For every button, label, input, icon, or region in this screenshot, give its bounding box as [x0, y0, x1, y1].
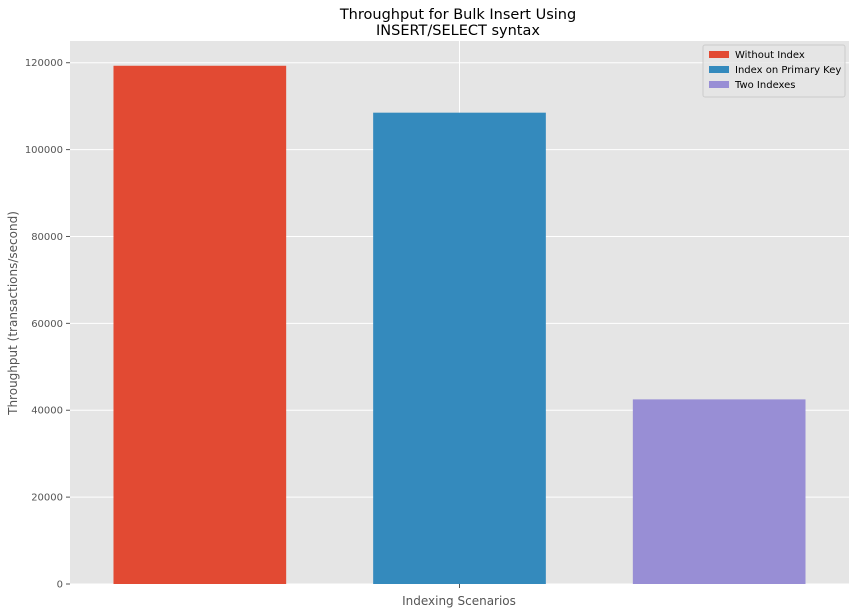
- legend-swatch: [709, 66, 729, 73]
- legend-label: Without Index: [735, 50, 805, 61]
- legend-label: Two Indexes: [734, 80, 796, 91]
- legend-box: [702, 44, 846, 98]
- legend-swatch: [709, 51, 729, 58]
- y-tick-label: 20000: [31, 493, 63, 504]
- legend: Without Index Index on Primary Key Two Ind…: [702, 44, 846, 98]
- y-tick-label: 100000: [25, 145, 63, 156]
- y-tick-label: 40000: [31, 406, 63, 417]
- y-tick-label: 80000: [31, 232, 63, 243]
- y-tick-label: 120000: [25, 58, 63, 69]
- y-tick-label: 60000: [31, 319, 63, 330]
- x-axis-label: Indexing Scenarios: [402, 594, 516, 608]
- y-axis: 0 20000 40000 60000 80000 100000 120000: [25, 58, 70, 591]
- bar-index-on-primary-key: [373, 112, 546, 585]
- bar-two-indexes: [632, 399, 806, 584]
- y-tick-label: 0: [57, 580, 63, 591]
- chart-title-line-1: Throughput for Bulk Insert Using: [339, 7, 576, 23]
- y-axis-label: Throughput (transactions/second): [6, 211, 20, 416]
- chart-title-line-2: INSERT/SELECT syntax: [376, 23, 540, 39]
- bars: [113, 65, 806, 585]
- legend-swatch: [709, 81, 729, 88]
- bar-without-index: [113, 65, 287, 584]
- legend-label: Index on Primary Key: [735, 65, 841, 76]
